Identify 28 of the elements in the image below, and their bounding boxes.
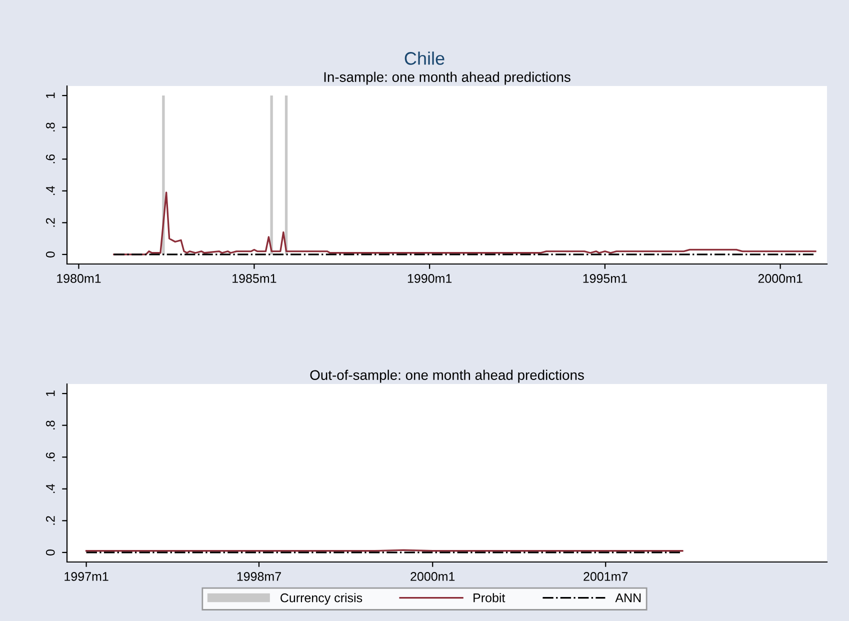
x-tick-label: 1997m1 bbox=[64, 572, 108, 581]
chart-title: Chile bbox=[404, 52, 444, 65]
y-tick-label: 0 bbox=[46, 549, 55, 556]
x-tick-label: 1990m1 bbox=[408, 274, 452, 283]
y-tick-label: .8 bbox=[46, 122, 55, 132]
chart-title: Out-of-sample: one month ahead predictions bbox=[310, 370, 584, 383]
y-tick-label: .6 bbox=[46, 154, 55, 164]
y-tick-label: 1 bbox=[46, 92, 55, 98]
y-tick-label: .4 bbox=[46, 484, 55, 493]
chart-subtitle: In-sample: one month ahead predictions bbox=[324, 72, 570, 85]
x-tick-label: 1995m1 bbox=[583, 274, 627, 283]
y-tick-label: .8 bbox=[46, 420, 55, 430]
y-tick-label: .6 bbox=[46, 452, 55, 462]
y-tick-label: 1 bbox=[46, 390, 55, 396]
x-tick-label: 1998m7 bbox=[237, 572, 281, 581]
x-tick-label: 2001m7 bbox=[584, 572, 628, 581]
x-tick-label: 2000m1 bbox=[410, 572, 455, 581]
y-tick-label: .2 bbox=[46, 516, 55, 525]
y-tick-label: 0 bbox=[46, 251, 55, 258]
x-tick-label: 2000m1 bbox=[758, 274, 802, 283]
x-tick-label: 1980m1 bbox=[57, 274, 101, 283]
y-tick-label: .2 bbox=[46, 218, 55, 227]
y-tick-label: .4 bbox=[46, 186, 55, 195]
legend-label: Currency crisis bbox=[280, 593, 362, 605]
legend-label: ANN bbox=[615, 594, 641, 602]
x-tick-label: 1985m1 bbox=[232, 274, 276, 283]
legend-label: Probit bbox=[474, 593, 506, 602]
line-series bbox=[113, 192, 816, 256]
